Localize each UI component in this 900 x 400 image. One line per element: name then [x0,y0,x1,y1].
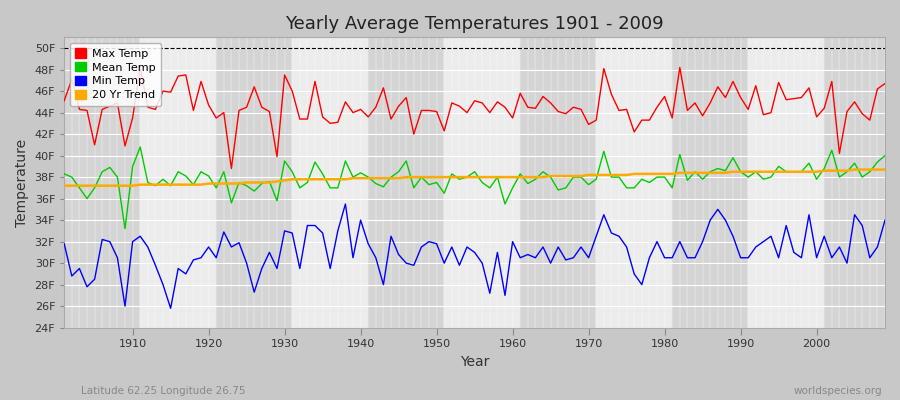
Bar [140,37,216,328]
Text: Latitude 62.25 Longitude 26.75: Latitude 62.25 Longitude 26.75 [81,386,246,396]
Y-axis label: Temperature: Temperature [15,138,29,226]
Bar [368,37,445,328]
Bar [596,37,672,328]
Text: worldspecies.org: worldspecies.org [794,386,882,396]
Legend: Max Temp, Mean Temp, Min Temp, 20 Yr Trend: Max Temp, Mean Temp, Min Temp, 20 Yr Tre… [70,43,161,106]
X-axis label: Year: Year [460,355,490,369]
Bar [292,37,368,328]
Bar [445,37,520,328]
Bar [216,37,292,328]
Title: Yearly Average Temperatures 1901 - 2009: Yearly Average Temperatures 1901 - 2009 [285,15,664,33]
Bar [672,37,748,328]
Bar [520,37,596,328]
Bar [748,37,824,328]
Bar [824,37,885,328]
Bar [64,37,140,328]
